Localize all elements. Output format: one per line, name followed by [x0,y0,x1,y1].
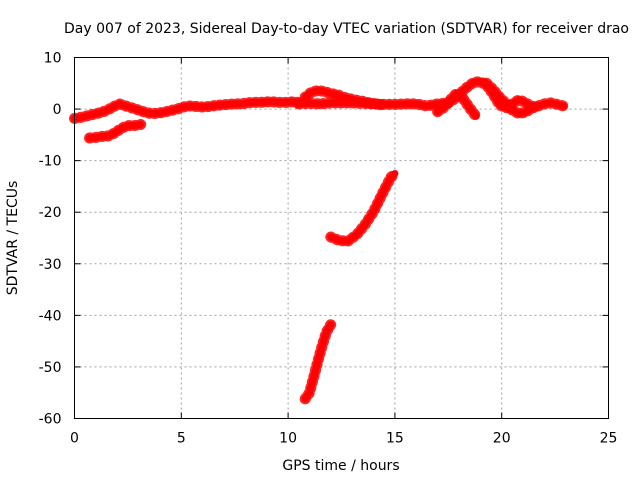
plot-frame [74,57,609,419]
series-points-track-20h-arc [481,77,544,120]
series-points-track-upper-hump [299,85,388,111]
x-tick-label: 25 [600,431,618,447]
y-tick-label: -20 [39,205,62,221]
y-tick-label: 0 [53,102,62,118]
series-points-track-low-start [84,119,147,144]
grid-layer [74,57,609,419]
series-points-track-mid-rise [325,168,401,247]
y-tick-label: 10 [44,51,62,67]
series-layer [69,76,570,405]
x-tick-label: 0 [70,431,79,447]
x-tick-label: 20 [493,431,511,447]
y-tick-label: -30 [39,257,62,273]
x-tick-labels: 0 5 10 15 20 25 [70,431,617,447]
x-axis-label: GPS time / hours [282,458,399,474]
series-points-track-main-1 [69,96,305,124]
y-tick-label: -50 [39,360,62,376]
tick-layer [74,57,609,419]
x-tick-label: 15 [386,431,404,447]
series-points-track-17h-spikes [432,87,482,122]
x-tick-label: 10 [279,431,297,447]
y-tick-label: -10 [39,154,62,170]
series-points-track-steep-rise [299,319,337,405]
x-tick-label: 5 [177,431,186,447]
y-tick-label: -60 [39,412,62,428]
y-tick-labels: -60 -50 -40 -30 -20 -10 0 10 [39,51,62,428]
y-tick-label: -40 [39,308,62,324]
chart-title: Day 007 of 2023, Sidereal Day-to-day VTE… [64,21,629,37]
y-axis-label: SDTVAR / TECUs [5,181,21,296]
